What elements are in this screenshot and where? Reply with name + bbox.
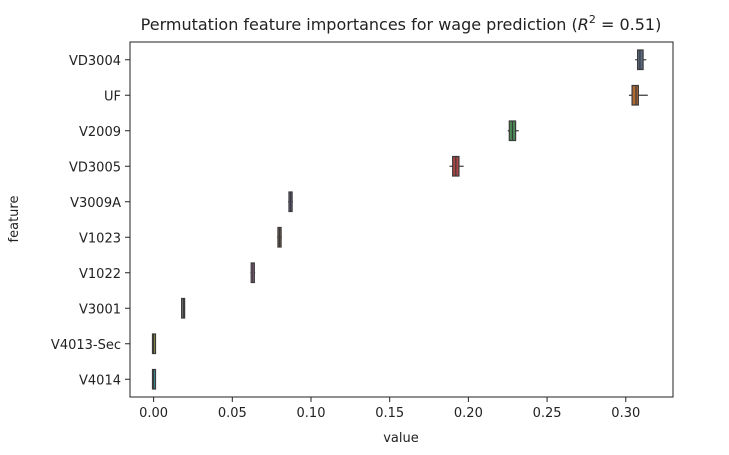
plot-frame [129,41,674,398]
y-tick-label: UF [104,89,121,104]
x-tick-label: 0.10 [297,406,326,421]
y-tick-label: V3001 [79,302,121,317]
box-v3009a [288,191,293,213]
y-axis-label: feature [7,196,22,243]
y-tick-label: VD3005 [69,160,121,175]
y-tick-label: V2009 [79,125,121,140]
box-v3001 [181,297,186,319]
plot-area [151,49,648,390]
x-tick-label: 0.30 [611,406,640,421]
x-tick-label: 0.20 [454,406,483,421]
box-v4013-sec [151,333,157,355]
x-axis: 0.00 0.05 0.10 0.15 0.20 0.25 0.30 [139,397,640,421]
box-v1023 [277,226,282,248]
y-tick-label: V4013-Sec [51,338,121,353]
box-v2009 [507,120,519,142]
x-axis-label: value [383,431,419,446]
y-tick-label: V3009A [70,196,121,211]
y-tick-label: VD3004 [69,54,121,69]
box-vd3004 [635,49,647,71]
y-tick-label: V1022 [79,267,121,282]
box-v4014 [151,368,157,390]
box-vd3005 [449,155,464,177]
x-tick-label: 0.15 [375,406,404,421]
y-tick-label: V1023 [79,231,121,246]
x-tick-label: 0.25 [533,406,562,421]
x-tick-label: 0.00 [139,406,168,421]
y-tick-label: V4014 [79,373,121,388]
y-axis: VD3004 UF V2009 VD3005 V3009A V1023 V1022 V3001… [51,54,130,388]
x-tick-label: 0.05 [218,406,247,421]
box-v1022 [250,262,256,284]
box-uf [628,84,648,106]
box [631,84,639,106]
chart-title: Permutation feature importances for wage… [141,13,662,34]
